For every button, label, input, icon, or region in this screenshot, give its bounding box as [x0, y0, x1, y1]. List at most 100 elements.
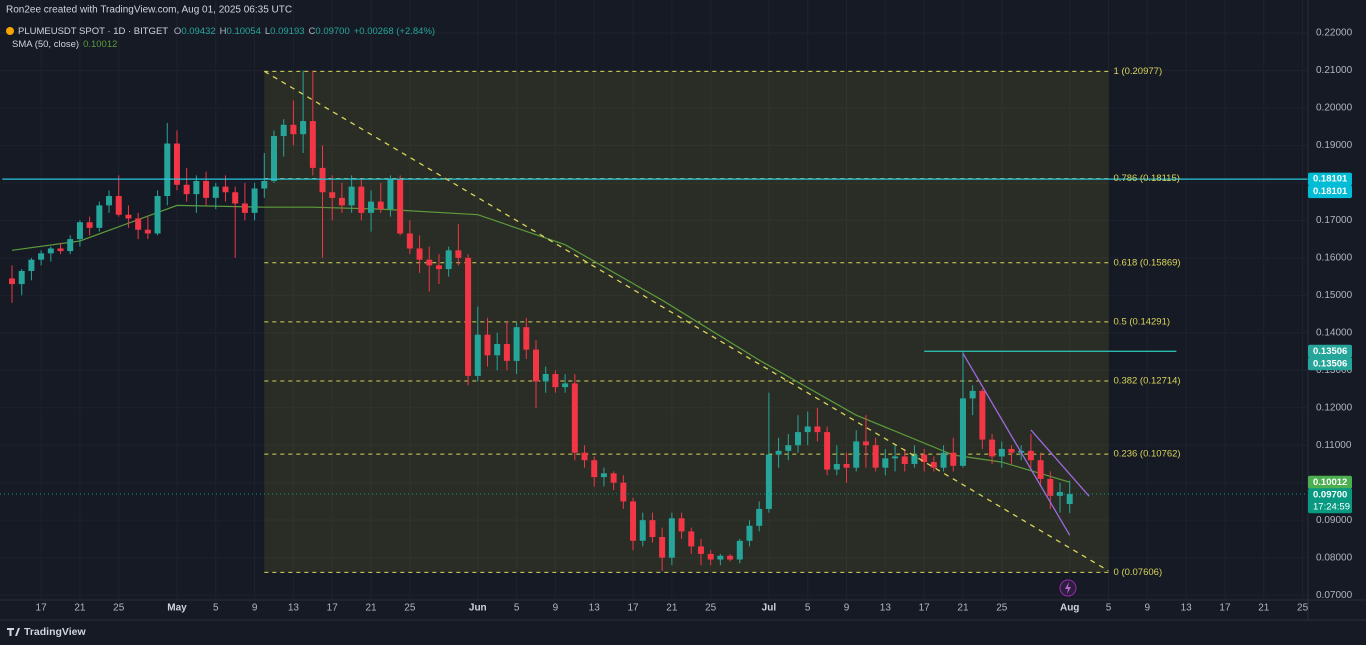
candle-body	[688, 531, 695, 547]
candle-body	[853, 441, 860, 468]
x-tick-label: 21	[74, 603, 86, 614]
fib-label: 0.786 (0.18115)	[1114, 173, 1180, 184]
ohlc-value: 0.09700	[315, 26, 349, 37]
price-badge	[1308, 185, 1352, 199]
candle-body	[824, 432, 831, 470]
candle-body	[503, 344, 510, 361]
candle-body	[620, 482, 627, 502]
candle-body	[212, 186, 219, 198]
y-tick-label: 0.17000	[1316, 215, 1353, 226]
candle-body	[513, 327, 520, 361]
candle-body	[47, 248, 54, 254]
candle-body	[727, 555, 734, 560]
fib-zone	[264, 71, 1109, 573]
candle-body	[639, 520, 646, 541]
x-tick-label: 13	[880, 603, 892, 614]
price-badge	[1308, 488, 1352, 514]
ohlc-value: 0.10054	[227, 26, 261, 37]
candle-body	[474, 334, 481, 376]
x-tick-label: 25	[996, 603, 1008, 614]
x-tick-label: 9	[553, 603, 559, 614]
candle-body	[795, 432, 802, 446]
ohlc-key: C	[309, 26, 316, 37]
candle-body	[416, 248, 423, 260]
candle-body	[377, 201, 384, 210]
candle-body	[659, 537, 666, 558]
candle-body	[552, 374, 559, 388]
candle-body	[1066, 493, 1073, 504]
x-tick-label: Aug	[1060, 603, 1079, 614]
candle-body	[1008, 448, 1015, 453]
candle-body	[542, 374, 549, 382]
alert-icon	[1059, 579, 1077, 597]
candle-body	[533, 349, 540, 382]
candle-body	[1047, 478, 1054, 496]
candle-body	[804, 426, 811, 433]
price-badge-label: 0.13506	[1313, 358, 1347, 369]
y-tick-label: 0.14000	[1316, 327, 1353, 338]
y-tick-label: 0.22000	[1316, 28, 1353, 39]
x-tick-label: 5	[805, 603, 811, 614]
y-tick-label: 0.08000	[1316, 552, 1353, 563]
sma-line	[11, 204, 1070, 483]
candle-body	[562, 383, 569, 388]
y-tick-label: 0.15000	[1316, 290, 1353, 301]
candle-body	[397, 179, 404, 234]
candle-body	[756, 508, 763, 526]
x-tick-label: 21	[365, 603, 377, 614]
candle-body	[28, 259, 35, 271]
candle-body	[717, 555, 724, 560]
candle-body	[591, 460, 598, 478]
candle-body	[1027, 450, 1034, 461]
candle-body	[697, 546, 704, 554]
x-tick-label: 5	[1106, 603, 1112, 614]
candle-body	[523, 327, 530, 350]
candle-body	[222, 186, 229, 193]
candle-body	[261, 181, 268, 189]
x-tick-label: 25	[1297, 603, 1309, 614]
candle-body	[338, 197, 345, 206]
y-tick-label: 0.12000	[1316, 402, 1353, 413]
candle-body	[86, 222, 93, 228]
candle-body	[387, 179, 394, 210]
candle-body	[164, 143, 171, 197]
candle-body	[862, 441, 869, 446]
x-tick-label: Jul	[762, 603, 777, 614]
y-tick-label: 0.11000	[1316, 440, 1352, 451]
candle-body	[930, 462, 937, 468]
candle-body	[921, 454, 928, 463]
fib-label: 0.5 (0.14291)	[1114, 316, 1171, 327]
candle-body	[426, 259, 433, 266]
candle-body	[610, 473, 617, 483]
x-tick-label: 25	[404, 603, 416, 614]
ohlc-key: O	[174, 26, 181, 37]
candle-body	[38, 253, 45, 260]
candle-body	[183, 184, 190, 195]
candle-body	[300, 121, 307, 135]
x-tick-label: May	[167, 603, 187, 614]
candle-body	[271, 136, 278, 182]
candle-body	[115, 196, 122, 215]
fib-label: 0 (0.07606)	[1114, 567, 1163, 578]
candle-body	[901, 456, 908, 464]
candle-body	[1037, 460, 1044, 479]
x-tick-label: 17	[627, 603, 639, 614]
x-tick-label: 25	[113, 603, 125, 614]
header: Ron2ee created with TradingView.com, Aug…	[6, 5, 292, 16]
x-tick-label: 21	[666, 603, 678, 614]
x-tick-label: 21	[1258, 603, 1270, 614]
candle-body	[309, 121, 316, 168]
candle-body	[785, 445, 792, 451]
candle-body	[106, 196, 113, 206]
fib-label: 0.618 (0.15869)	[1114, 257, 1181, 268]
fibonacci	[264, 70, 1109, 573]
symbol-icon	[6, 27, 14, 35]
candle-body	[600, 473, 607, 478]
price-badge	[1308, 344, 1352, 358]
x-tick-label: 5	[514, 603, 520, 614]
y-tick-label: 0.20000	[1316, 103, 1353, 114]
candle-body	[67, 239, 74, 252]
countdown: 17:24:59	[1313, 501, 1350, 512]
x-tick-label: 13	[288, 603, 300, 614]
